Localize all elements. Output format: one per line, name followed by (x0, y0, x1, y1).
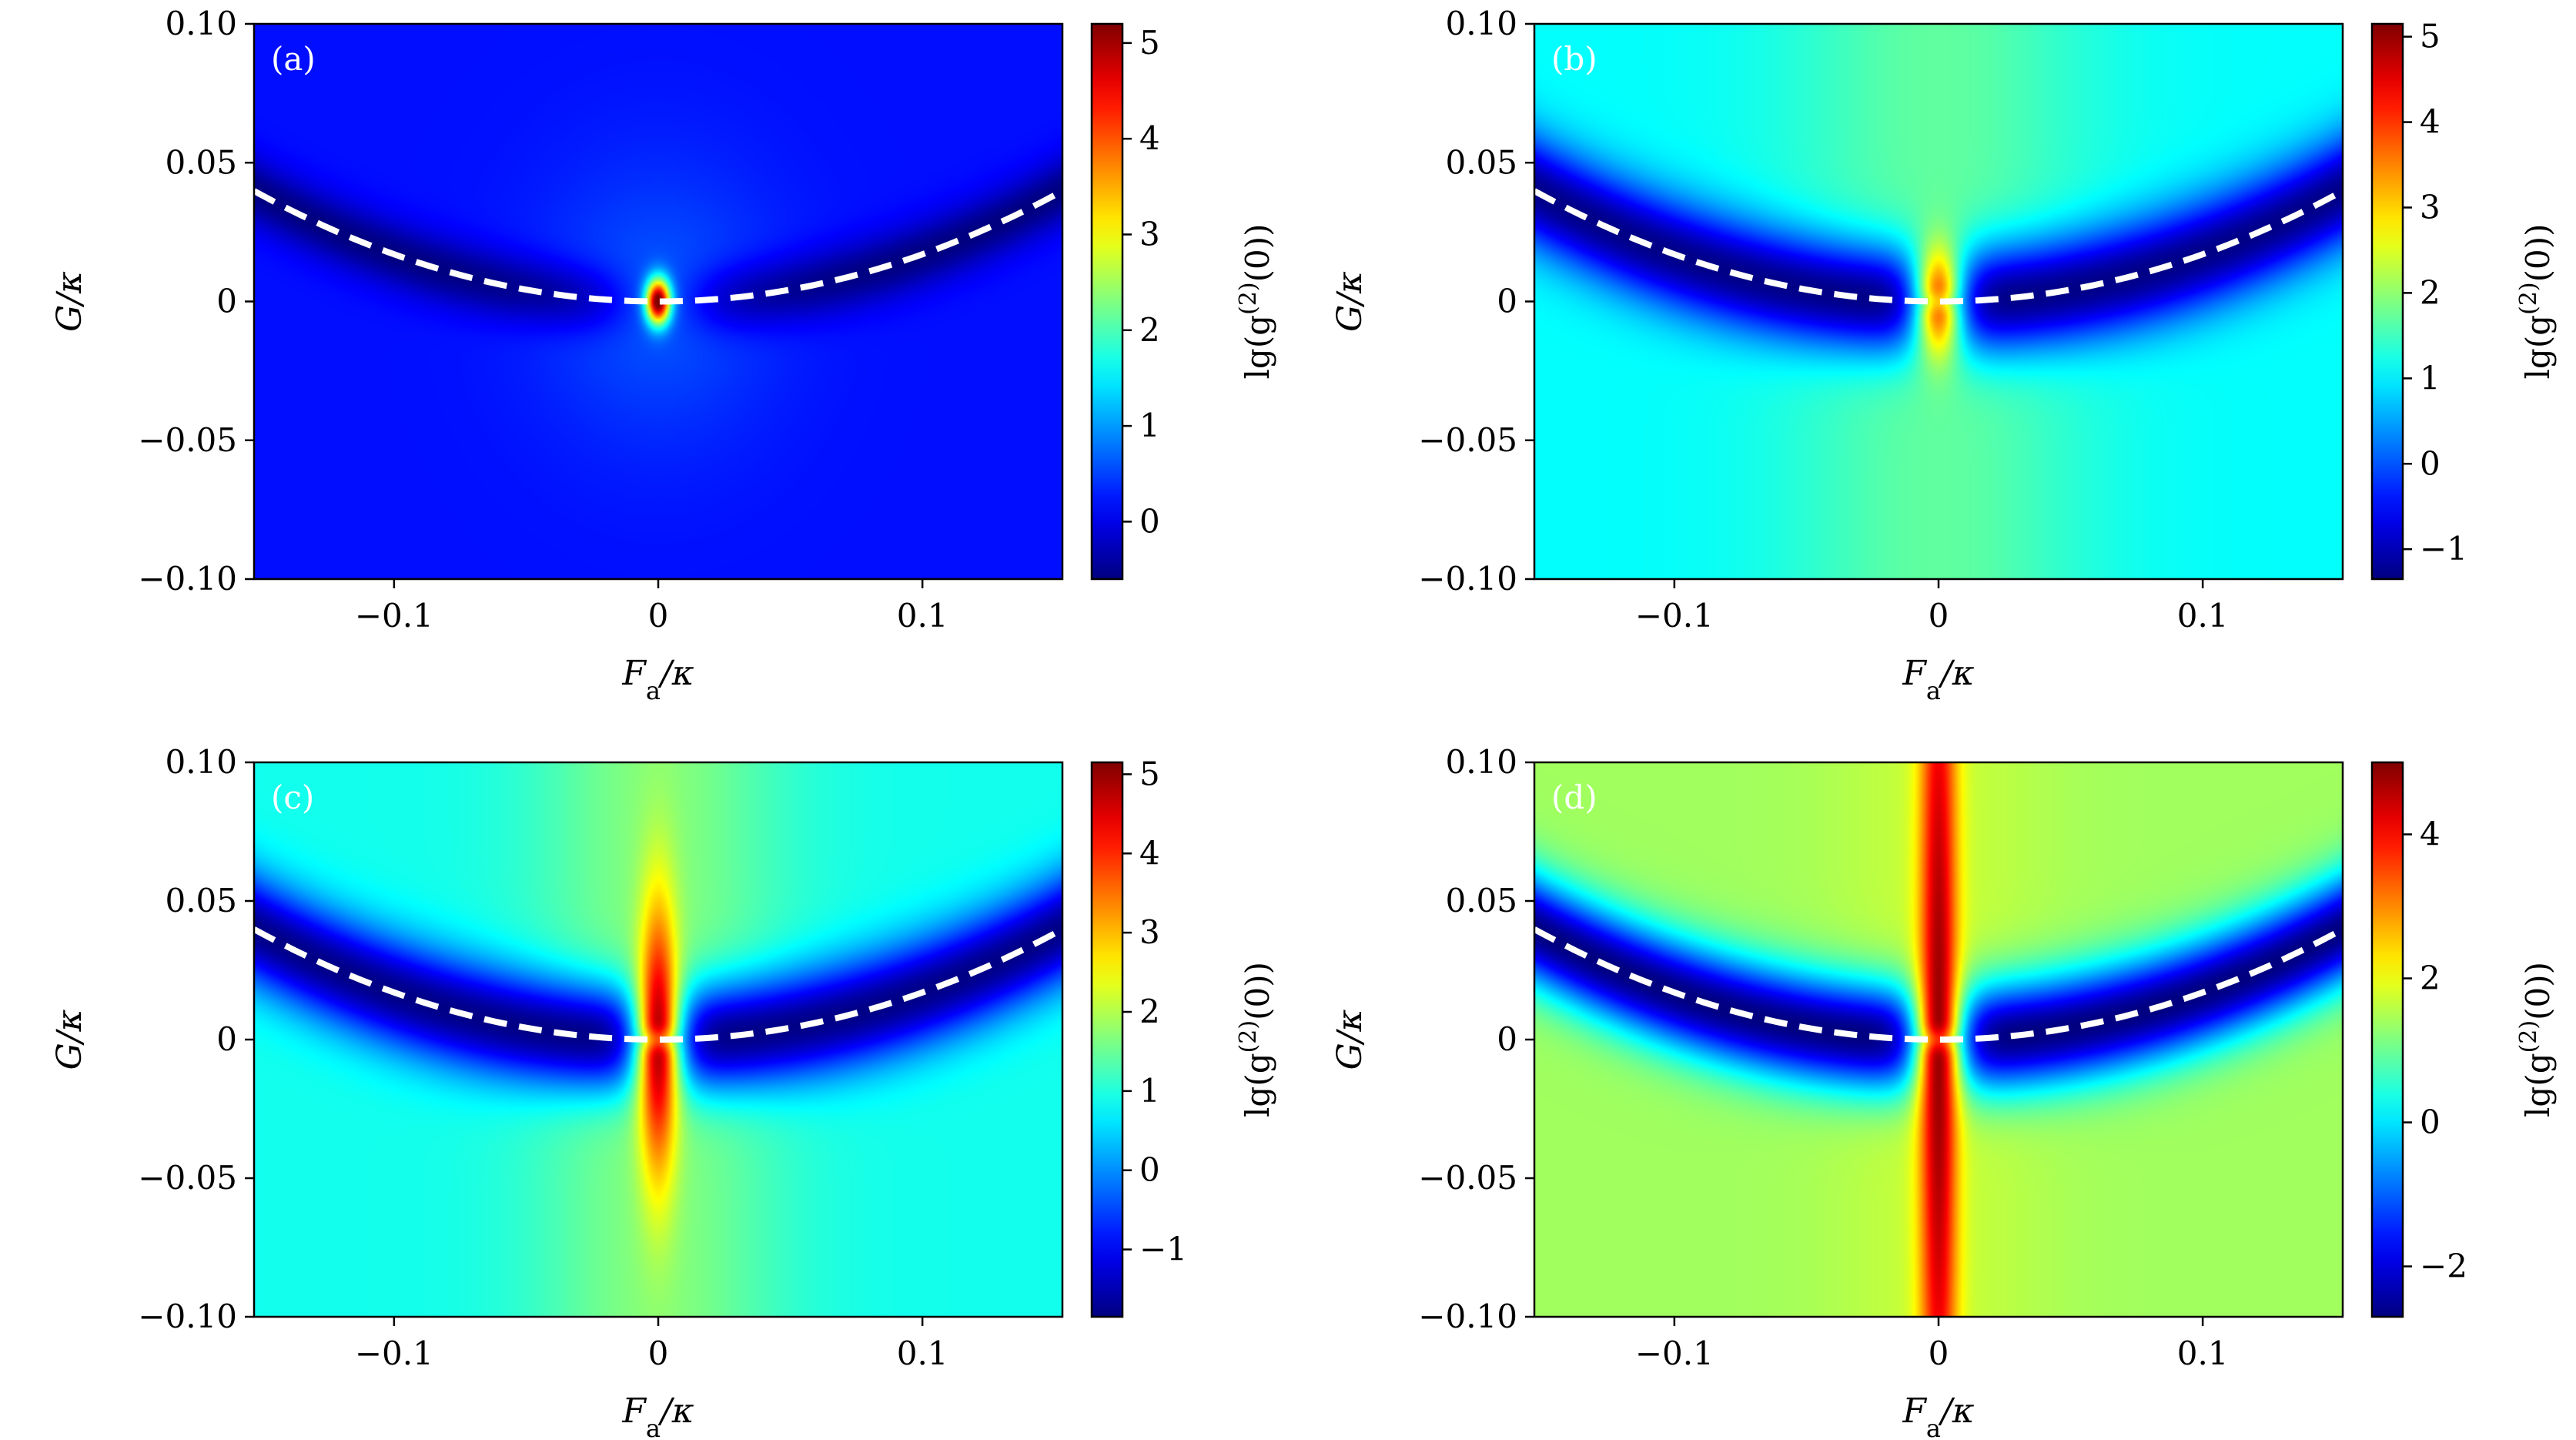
panel-label: (a) (271, 40, 316, 78)
x-tick-label: −0.1 (1635, 597, 1714, 635)
y-axis-label: G/κ (50, 271, 89, 332)
colorbar-tick-label: 0 (2420, 1103, 2441, 1141)
x-tick-label: 0 (1929, 1335, 1949, 1372)
y-tick-label: −0.05 (1418, 421, 1517, 459)
heatmap-image (254, 24, 1062, 579)
y-tick-label: 0.05 (1445, 882, 1517, 919)
colorbar-tick-label: 2 (1139, 993, 1160, 1030)
y-axis-label: G/κ (1330, 1009, 1370, 1070)
y-tick-label: 0 (1497, 283, 1517, 320)
y-tick-label: −0.05 (138, 421, 237, 459)
x-tick-label: 0 (648, 1335, 669, 1372)
colorbar-tick-label: 4 (2420, 103, 2441, 141)
colorbar (1090, 761, 1124, 1318)
colorbar (2370, 22, 2404, 581)
y-tick-label: 0.05 (165, 143, 237, 181)
colorbar-tick-label: 3 (1139, 913, 1160, 951)
x-tick-label: 0 (1929, 597, 1949, 635)
dashed-curve (253, 188, 1064, 305)
x-axis-label: Fa/κ (1902, 1391, 1974, 1440)
x-tick-label: 0.1 (897, 1335, 948, 1372)
panel-c: (c)−0.1 0 0.1−0.10−0.0500.050.10Fa/κG/κ−10… (50, 743, 1276, 1440)
heatmap-image (254, 762, 1062, 1317)
panel-label: (d) (1551, 779, 1597, 816)
y-tick-label: 0 (216, 283, 237, 320)
x-tick-label: 0 (648, 597, 669, 635)
y-tick-label: −0.05 (138, 1159, 237, 1197)
panel-label: (c) (271, 779, 314, 816)
x-tick-label: −0.1 (1635, 1335, 1714, 1372)
colorbar-label: lg(g(2)(0)) (1235, 224, 1277, 380)
y-axis-label: G/κ (50, 1009, 89, 1070)
panel-b: (b)−0.1 0 0.1−0.10−0.0500.050.10Fa/κG/κ−10… (1330, 5, 2557, 705)
y-tick-label: 0.05 (165, 882, 237, 919)
colorbar-label: lg(g(2)(0)) (1235, 962, 1277, 1117)
colorbar-tick-label: 5 (2420, 18, 2441, 55)
y-tick-label: 0.10 (165, 5, 237, 42)
colorbar-tick-label: −2 (2420, 1247, 2467, 1285)
colorbar-tick-label: 5 (1139, 755, 1160, 792)
dashed-curve (1533, 188, 2344, 305)
colorbar-tick-label: 2 (1139, 311, 1160, 349)
colorbar-tick-label: 0 (1139, 502, 1160, 540)
y-tick-label: 0.10 (165, 743, 237, 781)
x-tick-label: −0.1 (355, 1335, 433, 1372)
panel-a: (a)−0.1 0 0.1−0.10−0.0500.050.10Fa/κG/κ012… (50, 5, 1276, 705)
x-tick-label: 0.1 (2177, 1335, 2229, 1372)
colorbar (1090, 22, 1124, 581)
colorbar-tick-label: 0 (2420, 444, 2441, 482)
colorbar-tick-label: −1 (1139, 1231, 1187, 1268)
y-tick-label: 0.05 (1445, 143, 1517, 181)
y-tick-label: −0.10 (138, 1298, 237, 1335)
y-tick-label: −0.05 (1418, 1159, 1517, 1197)
colorbar-tick-label: 4 (1139, 119, 1160, 157)
colorbar-tick-label: 1 (1139, 1072, 1160, 1110)
colorbar-tick-label: 5 (1139, 24, 1160, 62)
colorbar-tick-label: −1 (2420, 530, 2467, 568)
panel-label: (b) (1551, 40, 1597, 78)
colorbar-tick-label: 2 (2420, 273, 2441, 311)
y-tick-label: 0.10 (1445, 5, 1517, 42)
colorbar-label: lg(g(2)(0)) (2515, 962, 2558, 1117)
y-tick-label: 0 (1497, 1020, 1517, 1058)
x-axis-label: Fa/κ (1902, 654, 1974, 705)
colorbar-tick-label: 3 (1139, 215, 1160, 253)
dashed-curve (1533, 926, 2344, 1043)
x-tick-label: −0.1 (355, 597, 433, 635)
colorbar-tick-label: 2 (2420, 959, 2441, 997)
colorbar-tick-label: 1 (2420, 359, 2441, 397)
x-axis-label: Fa/κ (621, 1391, 694, 1440)
colorbar-tick-label: 4 (2420, 815, 2441, 853)
dashed-curve (253, 926, 1064, 1043)
x-tick-label: 0.1 (897, 597, 948, 635)
y-tick-label: −0.10 (1418, 1298, 1517, 1335)
y-tick-label: 0 (216, 1020, 237, 1058)
heatmap-image (1534, 762, 2343, 1317)
y-tick-label: 0.10 (1445, 743, 1517, 781)
colorbar-tick-label: 4 (1139, 834, 1160, 872)
x-tick-label: 0.1 (2177, 597, 2229, 635)
colorbar-tick-label: 1 (1139, 407, 1160, 444)
heatmap-image (1534, 24, 2343, 579)
colorbar-tick-label: 0 (1139, 1151, 1160, 1189)
colorbar (2370, 761, 2404, 1318)
x-axis-label: Fa/κ (621, 654, 694, 705)
y-axis-label: G/κ (1330, 271, 1370, 332)
y-tick-label: −0.10 (1418, 560, 1517, 598)
colorbar-label: lg(g(2)(0)) (2515, 224, 2558, 380)
panel-d: (d)−0.1 0 0.1−0.10−0.0500.050.10Fa/κG/κ−20… (1330, 743, 2557, 1440)
y-tick-label: −0.10 (138, 560, 237, 598)
colorbar-tick-label: 3 (2420, 188, 2441, 226)
